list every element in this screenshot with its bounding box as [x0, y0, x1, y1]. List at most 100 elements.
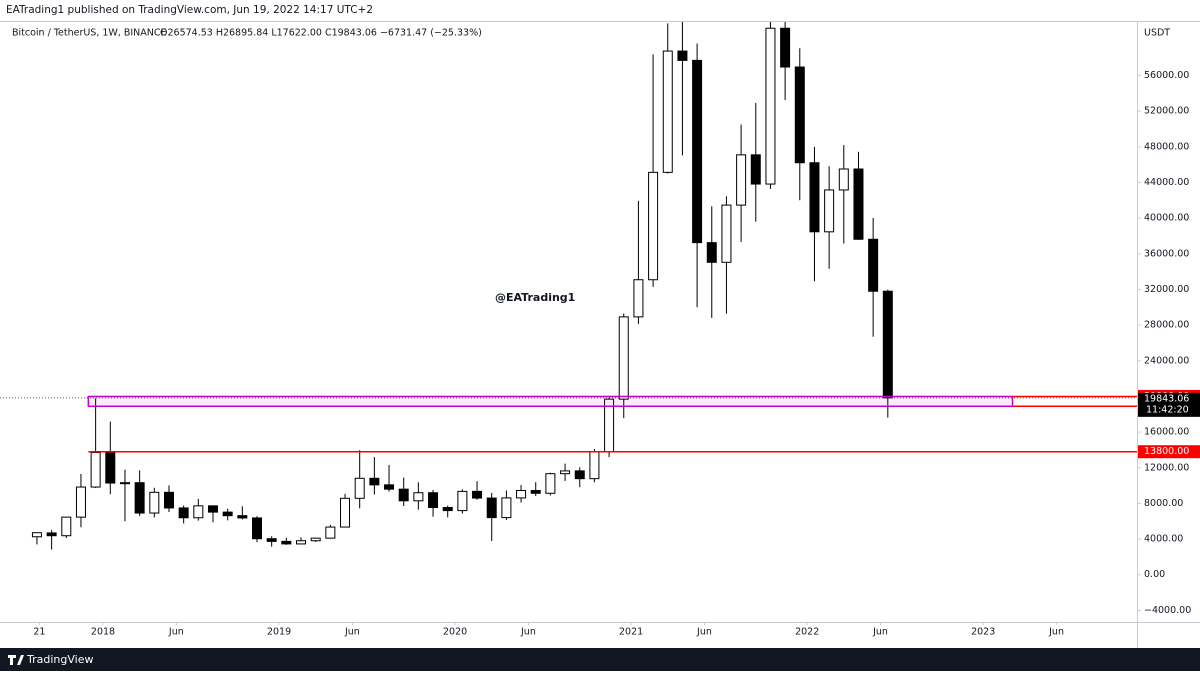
ohlc: O26574.53 H26895.84 L17622.00 C19843.06 … [160, 28, 482, 39]
y-tick-label: 32000.00 [1144, 284, 1189, 295]
candle-body [501, 497, 512, 519]
y-tick-label: 28000.00 [1144, 320, 1189, 331]
logo [8, 655, 24, 665]
candle-body [868, 238, 879, 292]
x-tick-label: Jun [520, 627, 536, 638]
candle-body [648, 171, 659, 281]
watermark: @EATrading1 [495, 291, 575, 304]
y-tick-label: 4000.00 [1144, 534, 1183, 545]
candle-body [457, 490, 468, 512]
candle-body [46, 532, 57, 537]
candle-body [384, 484, 395, 490]
y-tick-label: 44000.00 [1144, 177, 1189, 188]
x-tick-label: 2022 [795, 627, 819, 638]
candle-body [824, 189, 835, 233]
candle-body [560, 470, 571, 475]
candle-body [237, 515, 248, 519]
candle-body [545, 473, 556, 494]
x-tick-label: 2018 [91, 627, 115, 638]
candle-body [266, 538, 277, 542]
candle-body [618, 316, 629, 400]
candle-body [633, 279, 644, 318]
candle-body [119, 482, 130, 485]
candle-body [428, 492, 439, 508]
countdown: 11:42:20 [1146, 404, 1189, 415]
y-tick-label: 56000.00 [1144, 70, 1189, 81]
x-tick-label: 2021 [619, 627, 643, 638]
candle-body [310, 537, 321, 542]
x-tick-label: Jun [168, 627, 184, 638]
candle-body [325, 526, 336, 539]
candle-body [472, 490, 483, 499]
currency: USDT [1144, 28, 1170, 39]
x-tick-label: 2023 [971, 627, 995, 638]
candle-body [149, 491, 160, 514]
y-tick-label: 8000.00 [1144, 498, 1183, 509]
candle-body [589, 451, 600, 480]
candle-body [75, 486, 86, 518]
candle-body [809, 162, 820, 233]
candle-body [574, 470, 585, 480]
y-tick-label: 48000.00 [1144, 141, 1189, 152]
x-tick-label: 2019 [267, 627, 291, 638]
y-tick-label: 52000.00 [1144, 106, 1189, 117]
candle-body [31, 532, 42, 538]
x-tick-label: Jun [696, 627, 712, 638]
candle-body [692, 59, 703, 244]
footer-brand: TradingView [26, 653, 93, 666]
candle-body [207, 505, 218, 513]
y-tick-label: 16000.00 [1144, 427, 1189, 438]
candle-body [340, 497, 351, 528]
candle-body [516, 490, 527, 499]
candle-body [765, 27, 776, 185]
candle-body [193, 505, 204, 519]
candle-body [750, 154, 761, 185]
candle-body [252, 517, 262, 540]
x-tick-label: 2020 [443, 627, 467, 638]
x-tick-label: Jun [1048, 627, 1064, 638]
x-tick-label: 21 [33, 627, 45, 638]
candle-body [838, 168, 849, 191]
candle-body [178, 507, 189, 519]
zone [87, 395, 1014, 407]
candle-body [530, 490, 541, 494]
y-tick-label: 36000.00 [1144, 248, 1189, 259]
candle-body [398, 488, 409, 502]
y-tick-label: 12000.00 [1144, 462, 1189, 473]
candle-body [677, 50, 688, 61]
candle-body [61, 516, 72, 537]
candle-body [105, 451, 116, 484]
y-tick-label: −4000.00 [1144, 605, 1191, 616]
header-text: EATrading1 published on TradingView.com,… [6, 4, 373, 16]
candle-body [486, 497, 497, 519]
candle-body [853, 168, 864, 240]
candle-body [369, 477, 380, 486]
candle-body [780, 27, 791, 68]
candle-body [163, 491, 174, 509]
candle-body [413, 492, 424, 502]
plot [0, 22, 1137, 550]
candle-body [442, 506, 453, 512]
level-label: 13800.00 [1144, 446, 1189, 457]
last-price-label: 19843.06 [1144, 393, 1189, 404]
y-tick-label: 40000.00 [1144, 213, 1189, 224]
x-tick-label: Jun [872, 627, 888, 638]
candle-body [706, 242, 717, 263]
candle-body [794, 66, 805, 164]
last-price-bg [1138, 392, 1200, 417]
candle-body [736, 154, 747, 206]
candle-body [90, 451, 101, 488]
symbol: Bitcoin / TetherUS, 1W, BINANCE [12, 28, 167, 39]
candle-body [281, 540, 292, 545]
candle-body [134, 482, 145, 514]
axes: −4000.00 0.00 4000.00 8000.00 12000.00 16000.… [33, 70, 1200, 638]
y-tick-label: 0.00 [1144, 569, 1165, 580]
x-tick-label: Jun [344, 627, 360, 638]
candle-body [354, 477, 365, 499]
candle-body [662, 50, 673, 173]
candle-body [882, 290, 893, 399]
footer [0, 648, 1200, 671]
y-tick-label: 24000.00 [1144, 355, 1189, 366]
